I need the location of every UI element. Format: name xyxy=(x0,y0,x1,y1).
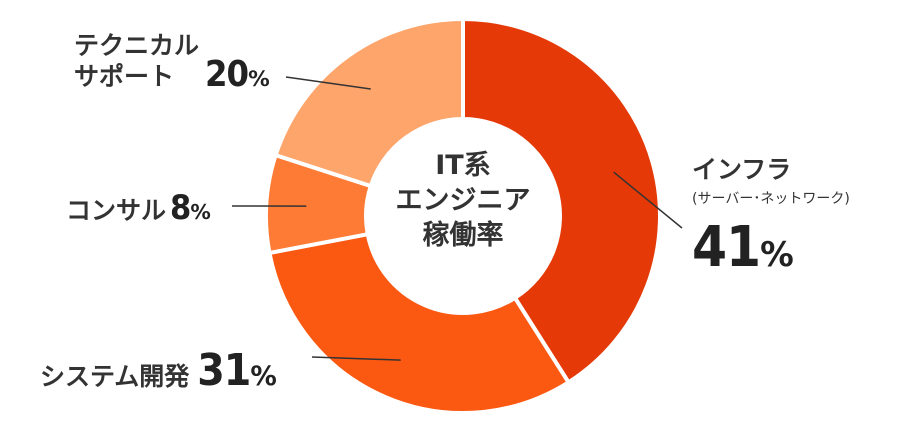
slice-percent: 8% xyxy=(170,188,211,229)
center-line-3: 稼働率 xyxy=(422,220,504,252)
slice-unit: % xyxy=(760,234,794,274)
slice-support xyxy=(273,16,465,189)
slice-unit: % xyxy=(190,200,211,224)
slice-category: システム開発 xyxy=(40,362,190,391)
center-label: IT系 エンジニア 稼働率 xyxy=(363,148,563,253)
slice-percent: 41% xyxy=(692,214,850,281)
slice-dev xyxy=(267,231,572,415)
slice-value: 31 xyxy=(197,345,251,396)
slice-category: インフラ xyxy=(692,155,792,184)
slice-category: テクニカル サポート xyxy=(74,31,200,92)
slice-percent: 20% xyxy=(205,53,270,95)
slice-unit: % xyxy=(248,66,270,92)
leader-line xyxy=(613,171,683,229)
slice-label-support: テクニカル サポート 20% xyxy=(74,30,270,93)
slice-value: 8 xyxy=(170,188,191,228)
leader-line xyxy=(311,356,401,361)
slice-label-consul: コンサル 8% xyxy=(66,188,211,229)
slice-value: 41 xyxy=(692,214,761,280)
slice-sublabel: (サーバー･ネットワーク) xyxy=(692,191,850,207)
slice-unit: % xyxy=(250,361,277,392)
slice-category: コンサル xyxy=(66,196,167,225)
center-line-1: IT系 xyxy=(435,150,491,181)
slice-percent: 31% xyxy=(197,345,277,398)
center-line-2: エンジニア xyxy=(395,185,531,217)
slice-label-dev: システム開発 31% xyxy=(40,345,277,398)
slice-label-infra: インフラ (サーバー･ネットワーク) 41% xyxy=(692,155,850,281)
slice-infra xyxy=(461,16,662,386)
leader-line xyxy=(285,76,371,90)
slice-value: 20 xyxy=(205,53,249,95)
